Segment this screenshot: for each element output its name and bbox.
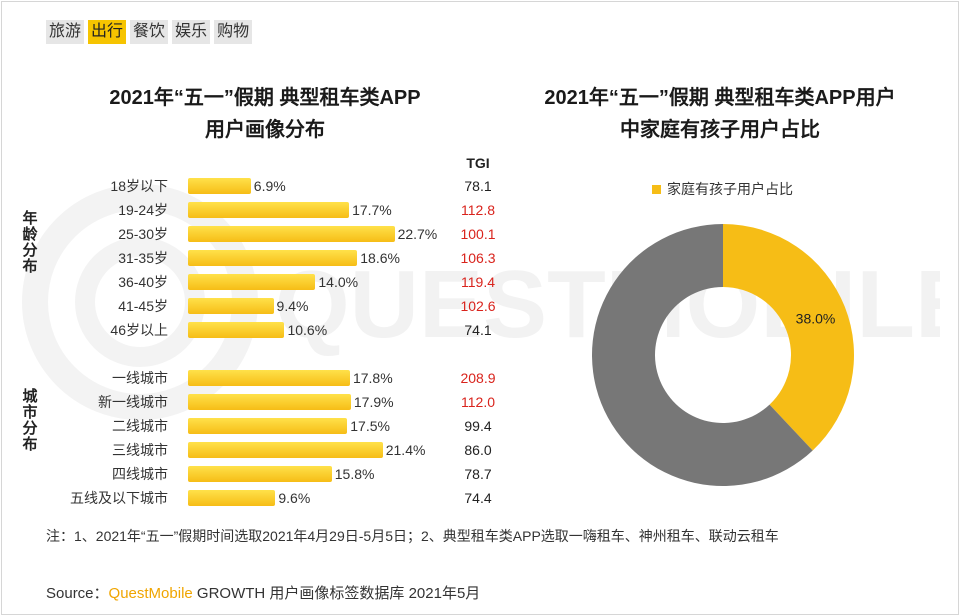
bar-value-label: 9.4% [276,298,309,314]
donut-chart-title-line1: 2021年“五一”假期 典型租车类APP用户 [544,87,896,109]
donut-chart-title: 2021年“五一”假期 典型租车类APP用户 中家庭有孩子用户占比 [490,82,950,146]
tab-transport[interactable]: 出行 [88,20,127,44]
bar-row: 新一线城市 17.9% 112.0 [0,390,520,414]
category-tabs: 旅游 出行 餐饮 娱乐 购物 [46,20,253,44]
donut-chart-title-line2: 中家庭有孩子用户占比 [620,119,820,141]
bar-value-label: 17.9% [353,394,394,410]
bar [188,250,358,266]
bar-row: 25-30岁 22.7% 100.1 [0,222,520,246]
age-group-label-text: 年龄分布 [20,210,38,274]
bar [188,322,285,338]
bar [188,394,351,410]
category-label: 18岁以下 [110,178,168,194]
bar-row: 四线城市 15.8% 78.7 [0,462,520,486]
bar-value-label: 21.4% [385,442,426,458]
bar-row: 二线城市 17.5% 99.4 [0,414,520,438]
legend-swatch [652,184,661,194]
bar-chart-title-line1: 2021年“五一”假期 典型租车类APP [109,87,421,109]
category-label: 一线城市 [112,370,168,386]
tgi-value: 112.0 [461,394,495,410]
tgi-value: 74.4 [464,490,492,506]
bar [188,298,274,314]
category-label: 46岁以上 [110,322,168,338]
bar [188,418,348,434]
bar [188,274,316,290]
source-suffix: GROWTH 用户画像标签数据库 2021年5月 [196,585,481,602]
bar-row: 31-35岁 18.6% 106.3 [0,246,520,270]
city-group-label: 城市分布 [14,388,44,457]
bar [188,442,383,458]
bar-row: 36-40岁 14.0% 119.4 [0,270,520,294]
bar-row: 三线城市 21.4% 86.0 [0,438,520,462]
bar [188,490,276,506]
bar-row: 五线及以下城市 9.6% 74.4 [0,486,520,510]
bar-value-label: 22.7% [397,226,438,242]
bar [188,202,350,218]
bar-value-label: 18.6% [360,250,400,266]
category-label: 四线城市 [112,466,168,482]
bar-value-label: 10.6% [287,322,328,338]
tgi-value: 112.8 [461,202,495,218]
tgi-value: 100.1 [460,226,496,242]
category-label: 三线城市 [112,442,168,458]
source-line: Source：QuestMobile GROWTH 用户画像标签数据库 2021… [46,582,480,603]
bar [188,466,332,482]
bar [188,226,395,242]
tgi-value: 106.3 [460,250,496,266]
donut-slice-children [723,224,854,451]
tgi-value: 102.6 [460,298,496,314]
bar-row: 一线城市 17.8% 208.9 [0,366,520,390]
age-group-label: 年龄分布 [14,210,44,279]
tgi-value: 78.1 [464,178,492,194]
tab-dining[interactable]: 餐饮 [130,20,169,44]
tab-travel[interactable]: 旅游 [46,20,85,44]
category-label: 36-40岁 [118,274,168,290]
bar [188,370,350,386]
tab-entertainment[interactable]: 娱乐 [172,20,211,44]
city-group-label-text: 城市分布 [20,388,38,452]
bar-row: 41-45岁 9.4% 102.6 [0,294,520,318]
bar-value-label: 15.8% [334,466,375,482]
donut-slice-other [592,224,813,486]
donut-value-label: 38.0% [796,310,836,326]
tgi-header: TGI [466,155,490,171]
tgi-value: 74.1 [464,322,492,338]
category-label: 新一线城市 [98,394,168,410]
bar-value-label: 17.7% [352,202,392,218]
bar-row: 46岁以上 10.6% 74.1 [0,318,520,342]
tab-shopping[interactable]: 购物 [214,20,253,44]
footnote: 注：1、2021年“五一”假期时间选取2021年4月29日-5月5日；2、典型租… [46,528,779,544]
tgi-value: 208.9 [460,370,496,386]
bar [188,178,251,194]
bar-value-label: 14.0% [318,274,359,290]
bar-value-label: 17.8% [352,370,393,386]
category-label: 31-35岁 [118,250,168,266]
tgi-value: 86.0 [464,442,492,458]
category-label: 五线及以下城市 [70,490,168,506]
bar-chart-title-line2: 用户画像分布 [205,119,325,141]
bar-row: 19-24岁 17.7% 112.8 [0,198,520,222]
tgi-value: 78.7 [464,466,492,482]
legend-label: 家庭有孩子用户占比 [667,181,793,197]
bar-chart-title: 2021年“五一”假期 典型租车类APP 用户画像分布 [40,82,490,146]
donut-legend: 家庭有孩子用户占比 [652,179,793,199]
tgi-value: 119.4 [461,274,495,290]
category-label: 二线城市 [112,418,168,434]
category-label: 41-45岁 [118,298,168,314]
bar-value-label: 6.9% [253,178,286,194]
bar-value-label: 9.6% [278,490,311,506]
category-label: 25-30岁 [118,226,168,242]
bar-value-label: 17.5% [350,418,390,434]
source-prefix: Source： [46,585,109,602]
bar-row: 18岁以下 6.9% 78.1 [0,174,520,198]
donut-chart: 38.0% [592,224,854,486]
tgi-value: 99.4 [464,418,492,434]
source-brand: QuestMobile [108,585,193,602]
category-label: 19-24岁 [118,202,168,218]
